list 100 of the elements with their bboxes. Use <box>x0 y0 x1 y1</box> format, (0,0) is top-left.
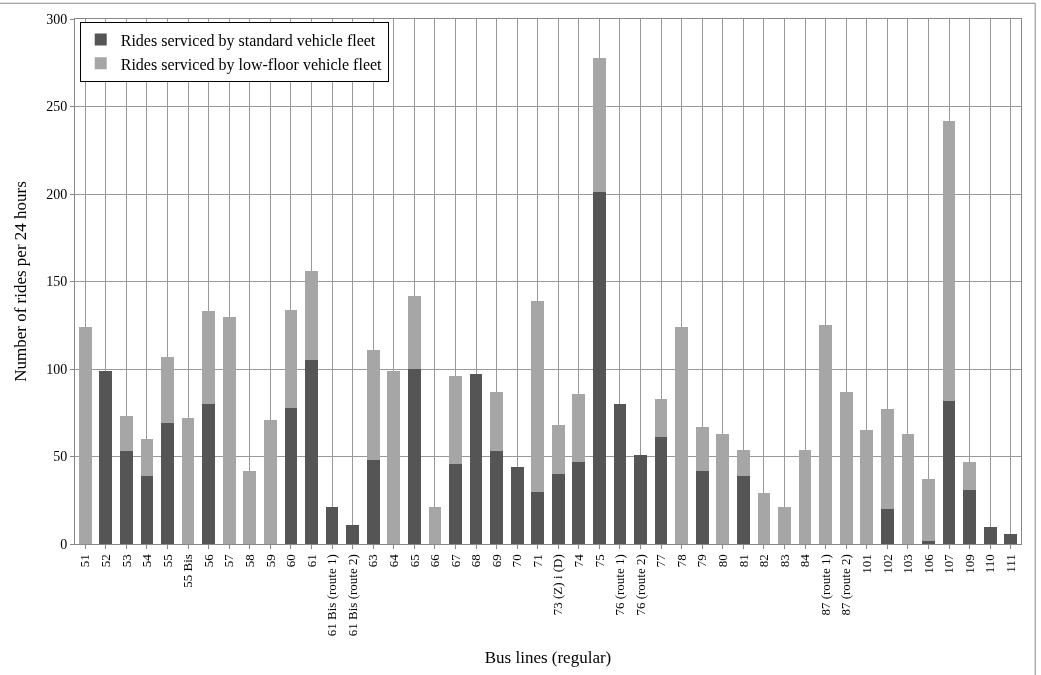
x-tick-label: 67 <box>447 553 463 568</box>
bar <box>798 449 812 544</box>
bar <box>736 449 750 476</box>
bar <box>305 360 318 544</box>
bar <box>593 57 606 193</box>
x-tick-label: 55 <box>159 554 175 568</box>
bar <box>572 461 586 544</box>
x-tick-label: 64 <box>385 553 401 568</box>
bar <box>778 507 791 544</box>
bar <box>963 461 976 490</box>
bar <box>263 419 277 544</box>
x-tick-label: 107 <box>941 553 957 574</box>
bar <box>99 370 113 544</box>
x-tick-label: 61 Bis (route 2) <box>344 554 360 637</box>
bar <box>551 474 565 544</box>
bar <box>346 524 360 544</box>
x-tick-label: 82 <box>756 554 772 568</box>
x-tick-label: 76 (route 1) <box>612 554 628 616</box>
bar <box>120 416 133 452</box>
y-tick-label: 300 <box>46 11 68 27</box>
legend-label: Rides serviced by low-floor vehicle fleet <box>120 55 383 74</box>
bar <box>901 433 915 544</box>
x-tick-label: 87 (route 1) <box>817 554 833 616</box>
bar <box>983 526 997 544</box>
bar <box>202 311 216 404</box>
bar <box>613 404 627 544</box>
bar <box>407 295 421 369</box>
bar <box>202 404 216 544</box>
x-tick-label: 73 (Z) i (D) <box>550 554 566 616</box>
bar <box>942 120 956 401</box>
y-tick-label: 50 <box>53 449 68 465</box>
bar <box>490 391 503 452</box>
x-tick-label: 87 (route 2) <box>838 554 854 616</box>
x-tick-label: 56 <box>200 553 216 568</box>
bar <box>490 451 503 544</box>
x-tick-label: 111 <box>1002 554 1018 573</box>
x-tick-label: 52 <box>98 554 114 568</box>
x-tick-label: 65 <box>406 554 422 568</box>
bar <box>839 391 853 544</box>
x-tick-label: 54 <box>139 553 155 568</box>
y-tick-label: 0 <box>60 536 68 552</box>
x-tick-label: 57 <box>221 553 237 568</box>
bar <box>716 433 730 544</box>
bar <box>860 430 874 544</box>
x-tick-label: 68 <box>468 554 484 568</box>
bar <box>140 475 154 544</box>
bar <box>695 426 709 471</box>
x-tick-label: 106 <box>920 553 936 574</box>
x-tick-label: 70 <box>509 554 525 568</box>
x-tick-label: 83 <box>776 554 792 568</box>
x-axis-title: Bus lines (regular) <box>484 647 612 667</box>
y-tick-label: 250 <box>46 99 68 115</box>
x-tick-label: 102 <box>879 554 895 574</box>
x-tick-label: 84 <box>797 553 813 568</box>
bar <box>305 271 318 361</box>
bar <box>819 325 833 544</box>
x-tick-label: 78 <box>673 554 689 568</box>
x-tick-label: 74 <box>571 553 587 568</box>
x-tick-label: 79 <box>694 554 710 568</box>
bar <box>880 509 894 544</box>
x-tick-label: 53 <box>118 554 134 568</box>
bar <box>387 370 401 544</box>
bar <box>531 491 545 544</box>
bar <box>284 407 298 544</box>
bar <box>963 489 976 544</box>
bar <box>222 316 236 544</box>
x-tick-label: 58 <box>242 554 258 568</box>
bar <box>880 409 894 509</box>
bar <box>120 451 133 544</box>
bar <box>736 475 750 544</box>
bar <box>695 470 709 544</box>
bar <box>757 493 771 544</box>
x-tick-label: 81 <box>735 554 751 568</box>
x-tick-label: 109 <box>961 554 977 574</box>
x-tick-label: 55 Bis <box>180 554 196 588</box>
x-tick-label: 101 <box>858 554 874 574</box>
bar <box>366 349 380 460</box>
bar <box>428 507 442 544</box>
bar <box>140 439 154 476</box>
bar <box>161 423 174 544</box>
bar <box>654 437 668 544</box>
bar <box>510 467 524 544</box>
x-tick-label: 80 <box>715 554 731 568</box>
bar <box>449 376 462 464</box>
bar <box>551 425 565 474</box>
bar <box>593 192 606 544</box>
bar <box>1004 533 1018 544</box>
bar <box>243 470 257 544</box>
bar <box>922 479 935 541</box>
x-tick-label: 61 Bis (route 1) <box>324 554 340 637</box>
x-tick-label: 71 <box>529 554 545 568</box>
bar <box>531 300 545 492</box>
legend-label: Rides serviced by standard vehicle fleet <box>120 31 376 50</box>
bar <box>469 374 483 544</box>
x-tick-label: 66 <box>427 553 443 568</box>
bar <box>366 460 380 544</box>
bar <box>284 309 298 408</box>
x-tick-label: 60 <box>283 554 299 568</box>
bar <box>407 369 421 544</box>
bar <box>572 393 586 462</box>
